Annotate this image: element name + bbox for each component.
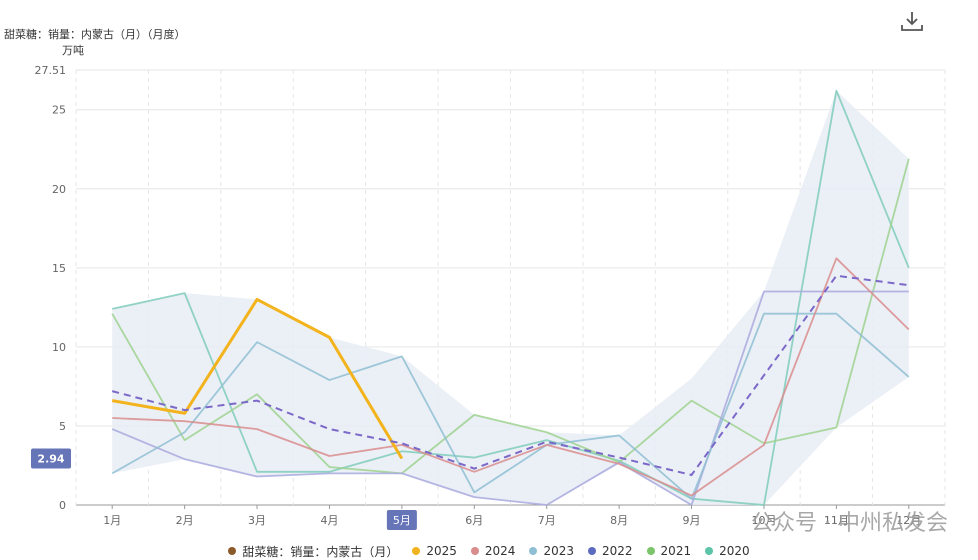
legend-item-2021[interactable]: 2021	[646, 544, 692, 558]
legend-label-main: 甜菜糖：销量：内蒙古（月）	[242, 544, 399, 559]
watermark-text: 公众号 · 中州私发会	[751, 511, 948, 536]
legend-item-2025[interactable]: 2025	[412, 544, 457, 558]
y-tick-label: 27.51	[35, 64, 67, 77]
x-tick-highlight	[386, 510, 417, 530]
legend-item-2022[interactable]: 2022	[588, 544, 633, 558]
legend-label-2021: 2021	[660, 544, 692, 558]
x-tick-label: 5月	[393, 514, 411, 527]
legend-dot-main	[228, 547, 237, 555]
x-tick-label: 2月	[176, 514, 194, 527]
current-value-badge	[31, 448, 71, 469]
x-tick-label: 1月	[103, 514, 121, 527]
legend-dot-2020	[705, 547, 714, 555]
y-tick-label: 20	[52, 183, 66, 196]
current-value-label: 2.94	[37, 453, 64, 466]
legend-item-main[interactable]: 甜菜糖：销量：内蒙古（月）	[228, 543, 398, 560]
x-tick-label: 7月	[538, 514, 556, 527]
x-tick-label: 12月	[896, 514, 921, 527]
x-tick-label: 11月	[824, 514, 849, 527]
legend-dot-2025	[412, 547, 421, 555]
series-line-2020	[112, 89, 910, 506]
legend-label-2025: 2025	[426, 544, 457, 558]
legend-label-2020: 2020	[719, 544, 750, 558]
legend-label-2022: 2022	[602, 544, 633, 558]
download-button[interactable]	[898, 8, 926, 36]
chart-legend: 甜菜糖：销量：内蒙古（月） 2025 2024 2023 2022 2021 2…	[0, 542, 978, 560]
y-tick-label: 0	[59, 499, 66, 512]
series-line-2023	[111, 312, 910, 500]
x-tick-label: 6月	[465, 514, 483, 527]
chart-title: 甜菜糖：销量：内蒙古（月）（月度）	[4, 28, 186, 41]
x-tick-label: 10月	[751, 514, 776, 527]
series-line-2024	[112, 257, 910, 497]
x-tick-label: 4月	[320, 514, 338, 527]
y-tick-label: 5	[59, 420, 66, 433]
legend-dot-2024	[470, 547, 479, 555]
y-tick-label: 10	[52, 341, 66, 354]
legend-dot-2021	[646, 547, 655, 555]
average-line	[111, 274, 909, 477]
x-tick-label: 3月	[248, 514, 266, 527]
legend-item-2024[interactable]: 2024	[470, 544, 516, 558]
x-tick-label: 8月	[610, 514, 628, 527]
legend-dot-2023	[529, 547, 538, 555]
y-tick-label: 15	[52, 262, 66, 275]
range-band	[112, 90, 909, 505]
y-tick-label: 25	[52, 104, 66, 117]
series-line-2025	[111, 297, 404, 460]
download-icon	[901, 12, 923, 31]
legend-dot-2022	[588, 547, 596, 555]
legend-item-2023[interactable]: 2023	[529, 544, 574, 558]
legend-label-2024: 2024	[484, 544, 516, 558]
legend-item-2020[interactable]: 2020	[705, 544, 750, 558]
series-line-2022	[111, 290, 909, 506]
x-tick-label: 9月	[683, 514, 701, 527]
legend-label-2023: 2023	[543, 544, 574, 558]
y-axis-unit: 万吨	[62, 44, 84, 57]
